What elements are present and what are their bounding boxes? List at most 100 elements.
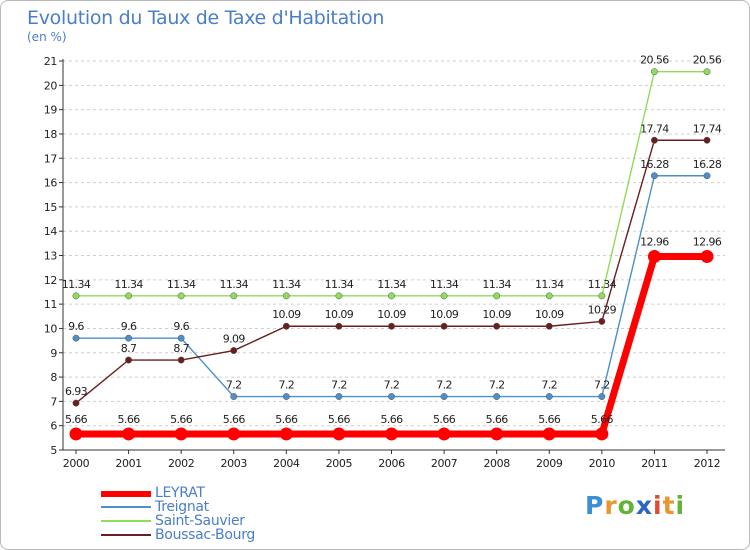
data-point-leyrat (227, 427, 241, 441)
legend: LEYRAT Treignat Saint-Sauvier Boussac-Bo… (101, 485, 361, 543)
x-tick-label: 2012 (694, 457, 720, 470)
y-tick-label: 19 (44, 104, 58, 117)
data-label-leyrat: 5.66 (328, 413, 351, 426)
data-point-saint-sauvier (125, 292, 133, 300)
data-label-treignat: 7.2 (331, 379, 347, 392)
data-point-leyrat (490, 427, 504, 441)
y-tick-label: 6 (50, 420, 57, 433)
y-tick-label: 7 (50, 395, 57, 408)
data-point-leyrat (174, 427, 188, 441)
data-label-leyrat: 12.96 (693, 235, 722, 248)
data-point-boussac-bourg (703, 136, 711, 144)
data-label-boussac-bourg: 10.09 (535, 308, 564, 321)
logo-letter: i (653, 491, 663, 520)
series-layer (69, 68, 714, 441)
data-label-saint-sauvier: 11.34 (114, 278, 143, 291)
logo-letter: o (617, 491, 636, 520)
data-label-treignat: 9.6 (68, 320, 84, 333)
y-tick-label: 5 (50, 444, 57, 457)
x-tick-label: 2005 (326, 457, 353, 470)
data-point-treignat (177, 334, 185, 342)
y-tick-label: 12 (44, 274, 57, 287)
legend-item-boussac-bourg[interactable]: Boussac-Bourg (101, 527, 361, 543)
legend-item-saint-sauvier[interactable]: Saint-Sauvier (101, 513, 361, 529)
data-point-treignat (282, 393, 290, 400)
data-point-saint-sauvier (545, 292, 553, 300)
data-label-treignat: 7.2 (436, 379, 452, 392)
data-label-boussac-bourg: 17.74 (693, 122, 722, 135)
data-point-treignat (493, 393, 501, 400)
x-tick-label: 2009 (536, 457, 563, 470)
data-label-treignat: 7.2 (594, 379, 610, 392)
data-point-treignat (703, 172, 711, 180)
legend-label-treignat: Treignat (155, 499, 209, 515)
data-point-saint-sauvier (598, 292, 606, 300)
grid-layer (63, 60, 725, 427)
legend-label-leyrat: LEYRAT (155, 485, 205, 501)
x-tick-label: 2004 (273, 457, 300, 470)
y-tick-label: 17 (44, 152, 58, 165)
data-label-saint-sauvier: 11.34 (62, 278, 91, 291)
data-label-saint-sauvier: 11.34 (325, 278, 354, 291)
data-label-boussac-bourg: 8.7 (173, 342, 189, 355)
data-label-treignat: 9.6 (173, 320, 189, 333)
y-tick-label: 13 (44, 250, 58, 263)
proxiti-logo: Proxiti (585, 491, 685, 520)
data-point-saint-sauvier (335, 292, 343, 300)
x-tick-label: 2002 (168, 457, 194, 470)
data-label-saint-sauvier: 11.34 (430, 278, 459, 291)
data-label-treignat: 7.2 (541, 379, 557, 392)
data-point-saint-sauvier (177, 292, 185, 300)
data-point-boussac-bourg (388, 322, 395, 330)
x-tick-label: 2006 (378, 457, 405, 470)
data-point-saint-sauvier (703, 68, 711, 76)
data-point-saint-sauvier (440, 292, 448, 300)
data-point-boussac-bourg (598, 317, 606, 325)
data-label-leyrat: 5.66 (223, 413, 246, 426)
legend-item-leyrat[interactable]: LEYRAT (101, 485, 361, 501)
data-point-leyrat (700, 249, 714, 263)
logo-letter: i (675, 491, 686, 520)
axis-layer: 5 6 7 8 9 10 11 12 13 14 15 16 17 18 19 20 21 2000 2001 200… (44, 55, 725, 470)
data-label-saint-sauvier: 20.56 (640, 54, 669, 67)
data-point-leyrat (437, 427, 451, 441)
data-label-leyrat: 5.66 (538, 413, 561, 426)
chart-unit-label: (en %) (27, 30, 67, 44)
data-label-leyrat: 5.66 (170, 413, 193, 426)
data-label-saint-sauvier: 11.34 (220, 278, 249, 291)
data-point-boussac-bourg (177, 356, 185, 364)
data-label-leyrat: 5.66 (486, 413, 509, 426)
data-label-boussac-bourg: 6.93 (65, 385, 88, 398)
data-point-treignat (598, 393, 606, 400)
y-tick-label: 16 (44, 177, 58, 190)
data-point-leyrat (69, 427, 83, 441)
data-point-leyrat (279, 427, 293, 441)
data-point-saint-sauvier (493, 292, 501, 300)
data-point-boussac-bourg (650, 136, 658, 144)
data-point-boussac-bourg (440, 322, 448, 330)
data-point-treignat (335, 393, 343, 400)
legend-item-treignat[interactable]: Treignat (101, 499, 361, 515)
y-tick-label: 10 (44, 322, 58, 335)
data-label-boussac-bourg: 10.29 (588, 303, 617, 316)
data-label-treignat: 16.28 (640, 158, 669, 171)
data-label-treignat: 7.2 (278, 379, 294, 392)
logo-letter: x (635, 491, 653, 520)
data-label-treignat: 7.2 (226, 379, 242, 392)
data-label-leyrat: 5.66 (275, 413, 298, 426)
x-tick-label: 2011 (641, 457, 667, 470)
legend-swatch-boussac-bourg (101, 534, 151, 536)
legend-swatch-treignat (101, 506, 151, 508)
x-tick-label: 2007 (431, 457, 458, 470)
data-point-saint-sauvier (230, 292, 238, 300)
y-tick-label: 9 (50, 347, 57, 360)
logo-letter: t (662, 491, 676, 520)
data-point-leyrat (595, 427, 609, 441)
data-label-treignat: 7.2 (384, 379, 400, 392)
x-tick-label: 2003 (221, 457, 248, 470)
data-point-treignat (440, 393, 448, 400)
y-tick-label: 21 (44, 55, 57, 68)
y-tick-label: 15 (44, 201, 58, 214)
data-label-boussac-bourg: 10.09 (482, 308, 511, 321)
y-tick-label: 11 (44, 298, 57, 311)
